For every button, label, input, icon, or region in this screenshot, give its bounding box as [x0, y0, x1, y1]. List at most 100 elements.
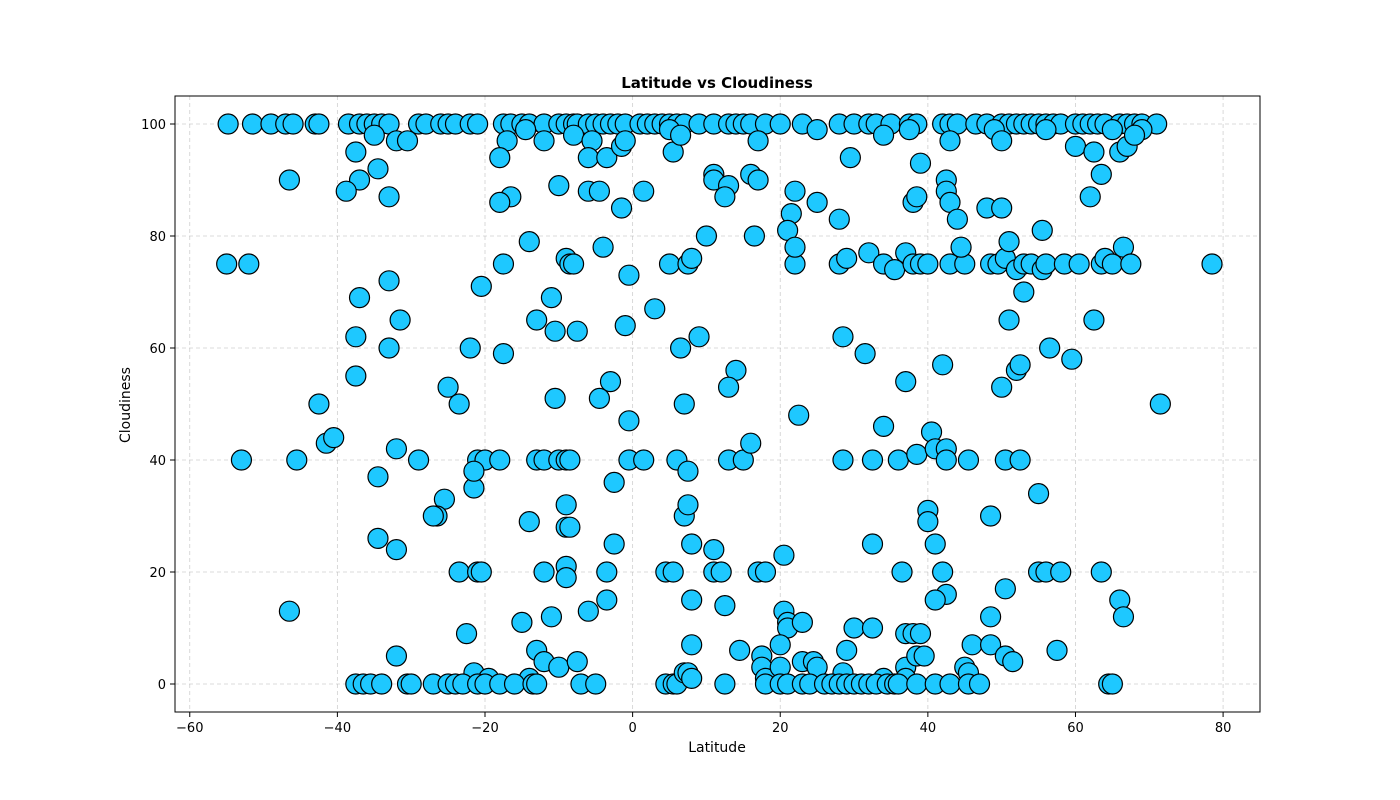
scatter-point [924, 533, 946, 555]
scatter-point [1201, 253, 1223, 275]
scatter-point [603, 471, 625, 493]
scatter-point [367, 158, 389, 180]
scatter-point [806, 119, 828, 141]
scatter-point [1068, 253, 1090, 275]
scatter-point [1123, 124, 1146, 146]
scatter-point [518, 231, 540, 253]
scatter-point [872, 124, 895, 146]
scatter-point [548, 656, 570, 678]
y-tick-label: 60 [149, 342, 166, 357]
plot-frame [174, 95, 1261, 713]
scatter-point [618, 410, 640, 432]
scatter-point [1009, 354, 1031, 376]
scatter-point [677, 460, 699, 482]
scatter-point [422, 505, 444, 527]
scatter-point [906, 443, 928, 465]
scatter-point [1090, 561, 1112, 583]
scatter-point [396, 130, 419, 152]
scatter-point [459, 337, 481, 359]
scatter-point [385, 438, 408, 460]
scatter-point [717, 376, 740, 398]
scatter-point [618, 264, 640, 286]
scatter-point [1050, 561, 1072, 583]
scatter-point [714, 594, 736, 617]
scatter-point [489, 191, 511, 213]
scatter-point [784, 180, 806, 202]
scatter-point [544, 320, 566, 342]
scatter-point [596, 561, 618, 583]
scatter-point [1079, 186, 1101, 208]
scatter-point [658, 253, 681, 275]
scatter-point [861, 533, 884, 555]
scatter-point [282, 113, 304, 135]
scatter-point [939, 130, 961, 152]
scatter-point [230, 449, 253, 471]
scatter-point [836, 247, 858, 269]
scatter-point [895, 371, 917, 393]
y-ticks: 0 20 40 60 80 100 [141, 118, 175, 693]
scatter-point [909, 152, 932, 174]
x-tick-label: 20 [772, 721, 789, 736]
scatter-point [533, 130, 555, 152]
scatter-point [345, 365, 367, 387]
y-tick-label: 100 [141, 118, 166, 133]
scatter-point [345, 326, 367, 348]
scatter-point [610, 197, 633, 219]
scatter-point [906, 186, 928, 208]
scatter-point [566, 320, 588, 342]
scatter-point [714, 673, 736, 695]
scatter-point [367, 466, 389, 488]
scatter-point [1002, 650, 1024, 673]
scatter-point [939, 673, 961, 695]
chart-title: Latitude vs Cloudiness [621, 74, 813, 92]
scatter-point [957, 449, 980, 471]
scatter-point [533, 561, 555, 583]
x-tick-label: −40 [324, 721, 351, 736]
scatter-point [378, 337, 400, 359]
scatter-point [740, 432, 762, 454]
scatter-point [909, 622, 932, 645]
scatter-point [448, 561, 470, 583]
scatter-point [378, 270, 400, 292]
scatter-point [932, 354, 954, 376]
scatter-point [979, 505, 1002, 527]
scatter-point [898, 119, 921, 141]
scatter-point [747, 130, 769, 152]
scatter-point [935, 449, 957, 471]
scatter-point [492, 253, 515, 275]
scatter-point [961, 634, 983, 656]
scatter-point [489, 147, 511, 169]
scatter-point [367, 527, 389, 550]
scatter-point [913, 645, 935, 667]
x-tick-label: 0 [628, 721, 636, 736]
scatter-point [681, 634, 703, 656]
scatter-point [991, 376, 1013, 398]
scatter-point [669, 124, 692, 146]
scatter-point [991, 130, 1013, 152]
y-axis-label: Cloudiness [118, 367, 134, 443]
scatter-point [832, 326, 854, 348]
scatter-point [644, 298, 666, 320]
scatter-point [633, 449, 655, 471]
scatter-point [511, 611, 533, 634]
scatter-point [703, 538, 725, 561]
scatter-point [791, 611, 813, 634]
scatter-point [555, 494, 577, 516]
scatter-point [596, 589, 618, 611]
scatter-point [773, 544, 795, 566]
scatter-point [1101, 119, 1123, 141]
x-axis-label: Latitude [688, 740, 746, 756]
scatter-point [437, 376, 459, 398]
scatter-point [588, 180, 611, 202]
scatter-point [994, 578, 1016, 600]
x-tick-label: −20 [471, 721, 498, 736]
scatter-point [806, 191, 828, 213]
scatter-point [968, 673, 991, 695]
scatter-point [540, 287, 563, 309]
scatter-point [566, 650, 588, 673]
scatter-point [308, 393, 330, 415]
scatter-point [710, 561, 732, 583]
scatter-point [1090, 163, 1112, 185]
scatter-point [1013, 281, 1035, 303]
scatter-point [979, 606, 1002, 628]
